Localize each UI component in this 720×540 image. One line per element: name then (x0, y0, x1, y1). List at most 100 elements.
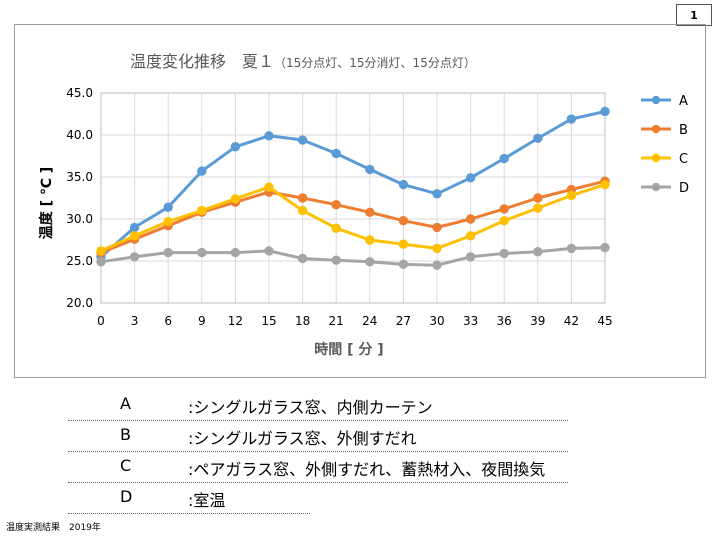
series-point-b (398, 215, 409, 226)
y-tick-label: 30.0 (66, 212, 93, 226)
series-point-b (365, 207, 375, 217)
series-point-c (297, 205, 308, 216)
series-point-a (566, 114, 577, 124)
series-point-d (600, 242, 610, 253)
series-point-b (432, 222, 442, 233)
legend-label: D (679, 181, 689, 196)
page-number: 1 (676, 4, 712, 26)
series-point-b (331, 200, 341, 210)
description-row-a: A :シングルガラス窓、内側カーテン (68, 390, 568, 421)
series-point-a (197, 166, 207, 176)
series-point-a (297, 135, 308, 145)
series-point-a (465, 173, 476, 183)
x-tick-label: 6 (164, 314, 172, 328)
description-key: B (120, 425, 131, 444)
x-tick-label: 21 (329, 314, 344, 328)
x-tick-label: 0 (97, 314, 105, 328)
series-point-c (600, 179, 610, 190)
series-point-c (264, 182, 274, 192)
series-point-c (432, 243, 442, 254)
series-point-c (533, 203, 543, 213)
legend-swatch-marker (651, 153, 661, 163)
series-point-a (432, 189, 442, 199)
description-text: :ペアガラス窓、外側すだれ、蓄熱材入、夜間換気 (188, 460, 546, 479)
x-tick-label: 3 (131, 314, 139, 328)
description-row-b: B :シングルガラス窓、外側すだれ (68, 421, 568, 452)
series-point-d (499, 248, 509, 259)
series-point-c (365, 235, 375, 245)
y-axis-label: 温度 [ ℃ ] (38, 167, 55, 239)
legend-swatch-marker (651, 124, 661, 134)
series-point-b (499, 204, 509, 214)
series-point-c (566, 190, 577, 201)
series-point-c (331, 223, 341, 233)
series-point-c (163, 216, 173, 227)
legend-label: C (679, 152, 688, 167)
series-point-c (230, 194, 241, 204)
series-point-c (465, 231, 476, 241)
series-point-a (129, 222, 140, 233)
y-tick-label: 20.0 (66, 296, 93, 310)
series-point-c (197, 205, 207, 216)
x-tick-label: 33 (463, 314, 478, 328)
series-point-c (96, 246, 106, 256)
series-point-d (96, 257, 106, 267)
description-row-d: D :室温 (68, 483, 310, 514)
x-tick-label: 27 (396, 314, 411, 328)
legend-entry-b: B (641, 123, 688, 138)
series-line-d (100, 246, 606, 267)
x-tick-label: 9 (198, 314, 206, 328)
legend-swatch-marker (651, 182, 661, 192)
description-key: A (120, 394, 131, 413)
series-point-a (365, 164, 375, 175)
series-point-a (398, 179, 409, 190)
description-key: D (120, 487, 133, 506)
y-tick-label: 35.0 (66, 170, 93, 184)
legend-entry-a: A (641, 94, 688, 109)
y-tick-label: 25.0 (66, 254, 93, 268)
temperature-line-chart: 温度変化推移 夏１（15分点灯、15分消灯、15分点灯） 20.0 25.0 30.… (38, 52, 689, 358)
description-text: :シングルガラス窓、外側すだれ (188, 429, 417, 448)
chart-title-sub: （15分点灯、15分消灯、15分点灯） (274, 56, 476, 70)
x-axis-label: 時間 [ 分 ] (314, 341, 383, 358)
chart-frame: 温度変化推移 夏１（15分点灯、15分消灯、15分点灯） 20.0 25.0 30.… (14, 24, 706, 378)
series-point-d (163, 247, 173, 258)
series-point-d (566, 243, 577, 254)
series-point-d (197, 247, 207, 258)
series-description-table: A :シングルガラス窓、内側カーテン B :シングルガラス窓、外側すだれ C :… (68, 390, 568, 514)
y-tick-label: 40.0 (66, 128, 93, 142)
series-point-c (129, 231, 140, 241)
series-point-d (465, 252, 476, 262)
chart-title-main: 温度変化推移 夏１ (130, 52, 274, 71)
x-tick-label: 45 (597, 314, 612, 328)
series-line-a (100, 110, 606, 258)
series-point-d (264, 246, 274, 256)
series-line-c (100, 183, 606, 253)
description-key: C (120, 456, 132, 475)
series-point-a (331, 148, 341, 159)
x-tick-label: 42 (564, 314, 579, 328)
footer-note: 温度実測結果 2019年 (6, 523, 101, 533)
description-text: :シングルガラス窓、内側カーテン (188, 398, 433, 417)
series-point-d (230, 247, 241, 258)
legend-entry-c: C (641, 152, 688, 167)
x-tick-label: 15 (261, 314, 276, 328)
series-point-b (533, 193, 543, 203)
series-point-d (297, 253, 308, 264)
series-point-b (297, 193, 308, 203)
series-point-d (432, 260, 442, 270)
series-point-d (331, 255, 341, 265)
series-point-a (533, 133, 543, 144)
legend-entry-d: D (641, 181, 689, 196)
series-point-a (163, 202, 173, 212)
series-point-a (600, 106, 610, 117)
series-point-b (465, 214, 476, 224)
y-tick-label: 45.0 (66, 86, 93, 100)
x-tick-label: 39 (530, 314, 545, 328)
x-tick-label: 36 (497, 314, 512, 328)
chart-title: 温度変化推移 夏１（15分点灯、15分消灯、15分点灯） (130, 52, 476, 71)
description-row-c: C :ペアガラス窓、外側すだれ、蓄熱材入、夜間換気 (68, 452, 568, 483)
series-point-d (533, 247, 543, 257)
legend-label: A (679, 94, 688, 109)
legend-label: B (679, 123, 688, 138)
